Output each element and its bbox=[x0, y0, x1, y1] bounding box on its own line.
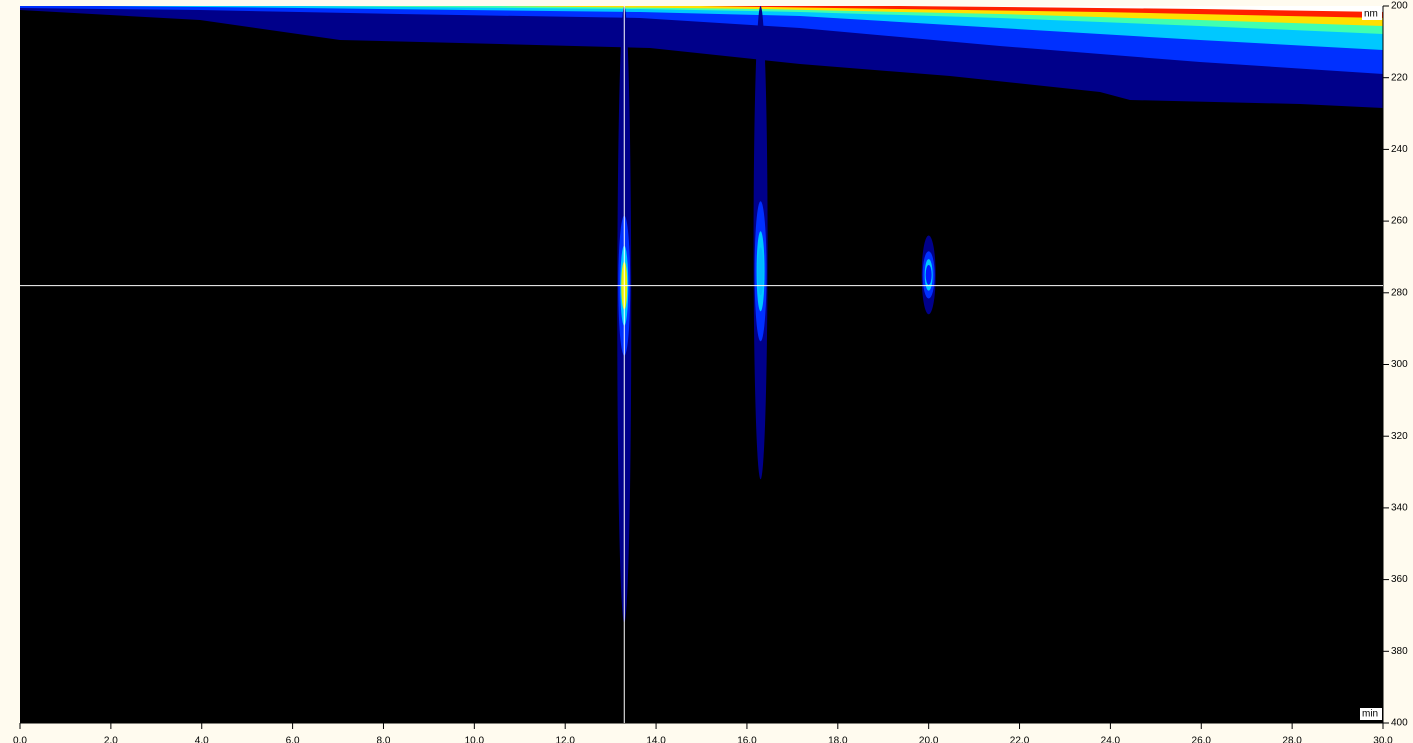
x-tick-label: 28.0 bbox=[1282, 736, 1302, 743]
peak-max bbox=[757, 247, 764, 296]
baseline-band bbox=[20, 6, 1383, 108]
y-unit: nm bbox=[1364, 9, 1378, 20]
y-tick-label: 220 bbox=[1391, 72, 1408, 83]
x-tick-label: 24.0 bbox=[1101, 736, 1121, 743]
x-tick-label: 10.0 bbox=[465, 736, 485, 743]
x-tick-label: 6.0 bbox=[286, 736, 300, 743]
x-tick-label: 26.0 bbox=[1192, 736, 1212, 743]
y-tick-label: 240 bbox=[1391, 144, 1408, 155]
peak-max bbox=[925, 265, 932, 285]
x-tick-label: 2.0 bbox=[104, 736, 118, 743]
y-tick-label: 380 bbox=[1391, 646, 1408, 657]
y-tick-label: 400 bbox=[1391, 718, 1408, 729]
x-unit: min bbox=[1362, 709, 1378, 720]
y-tick-label: 340 bbox=[1391, 503, 1408, 514]
x-tick-label: 12.0 bbox=[555, 736, 575, 743]
x-tick-label: 0.0 bbox=[13, 736, 27, 743]
y-tick-label: 200 bbox=[1391, 1, 1408, 12]
x-tick-label: 4.0 bbox=[195, 736, 209, 743]
unit-box bbox=[1362, 8, 1382, 20]
x-tick-label: 18.0 bbox=[828, 736, 848, 743]
x-tick-label: 14.0 bbox=[646, 736, 666, 743]
y-tick-label: 300 bbox=[1391, 359, 1408, 370]
y-tick-label: 260 bbox=[1391, 216, 1408, 227]
x-tick-label: 16.0 bbox=[737, 736, 757, 743]
x-tick-label: 8.0 bbox=[377, 736, 391, 743]
x-tick-label: 30.0 bbox=[1373, 736, 1393, 743]
x-tick-label: 22.0 bbox=[1010, 736, 1030, 743]
y-tick-label: 320 bbox=[1391, 431, 1408, 442]
y-tick-label: 280 bbox=[1391, 287, 1408, 298]
y-tick-label: 360 bbox=[1391, 574, 1408, 585]
plot-area bbox=[20, 6, 1383, 723]
unit-box bbox=[1360, 708, 1382, 720]
x-tick-label: 20.0 bbox=[919, 736, 939, 743]
